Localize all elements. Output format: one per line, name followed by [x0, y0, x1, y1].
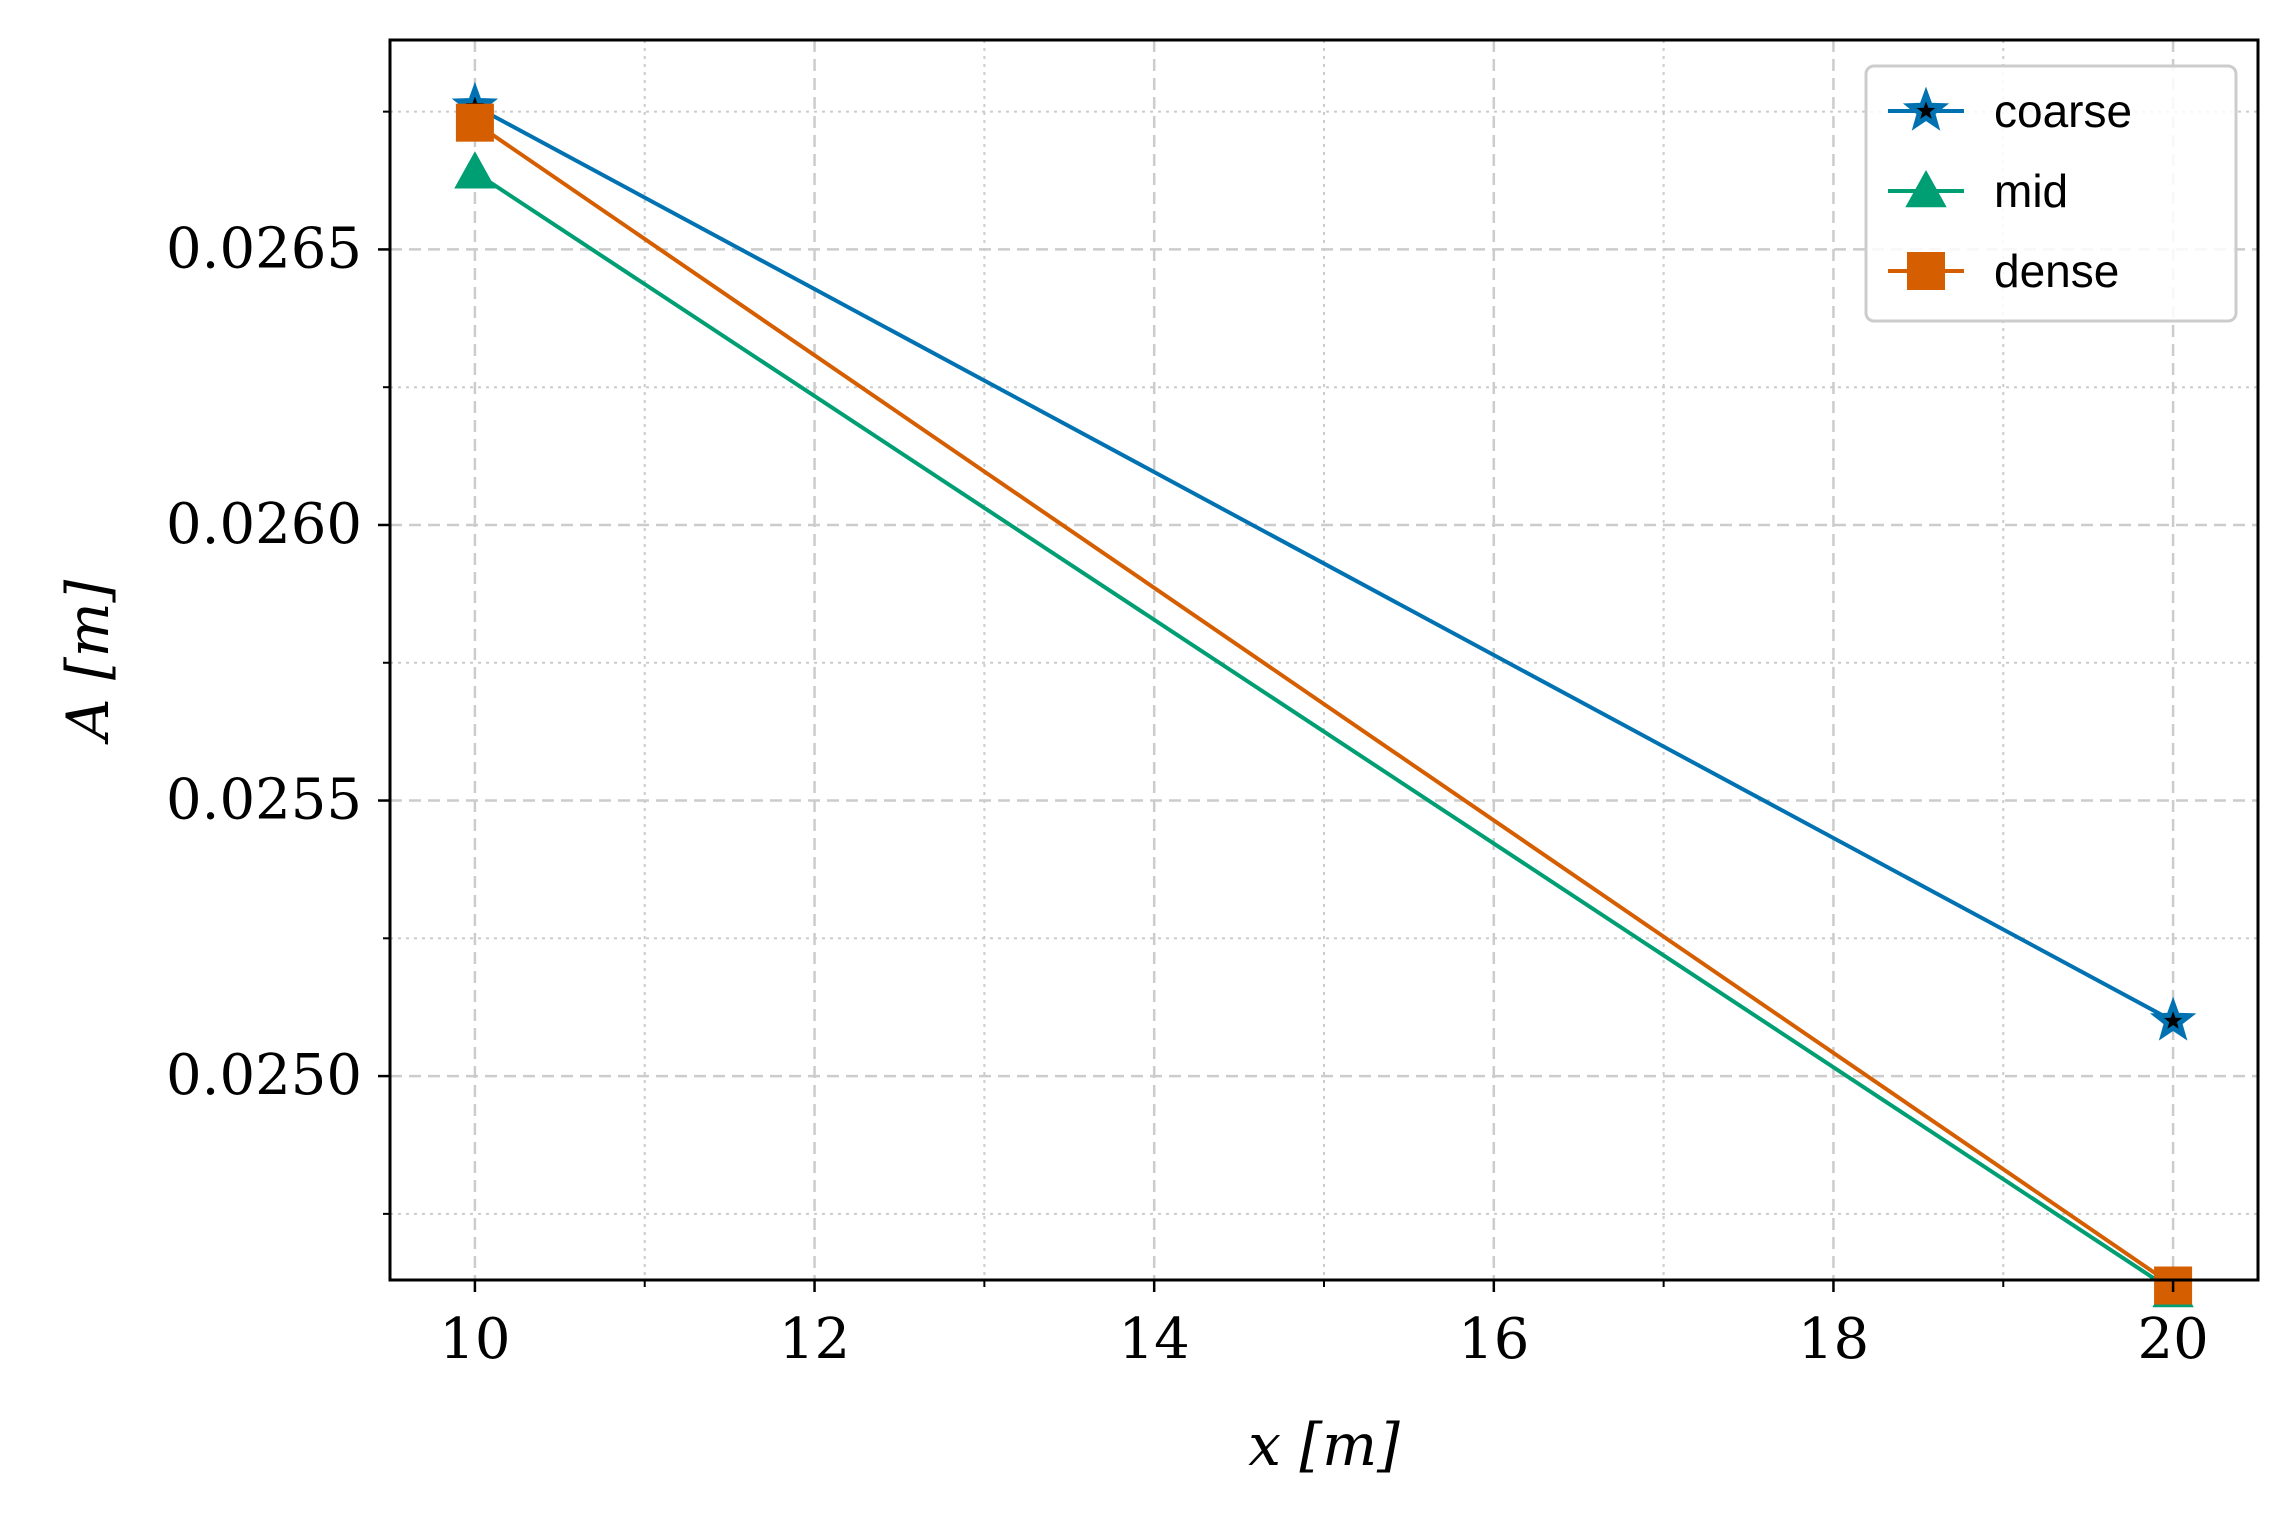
x-tick-label: 10 — [439, 1307, 510, 1372]
x-tick-label: 12 — [779, 1307, 850, 1372]
y-tick-label: 0.0265 — [166, 216, 362, 281]
series-line-dense — [473, 121, 2175, 1288]
x-tick-label: 18 — [1798, 1307, 1869, 1372]
legend-label-coarse: coarse — [1994, 85, 2132, 137]
x-tick-label: 14 — [1119, 1307, 1190, 1372]
legend-marker-coarse — [1902, 86, 1950, 131]
y-tick-label: 0.0255 — [166, 768, 362, 833]
legend-label-dense: dense — [1994, 245, 2119, 297]
legend: coarse mid dense — [1864, 64, 2238, 323]
axis-ticks: 10 12 14 16 18 20 0.0250 0.0255 0.0260 0.0265 — [166, 110, 2209, 1372]
series-line-mid — [473, 170, 2175, 1293]
legend-marker-mid — [1905, 169, 1947, 208]
x-tick-label: 16 — [1458, 1307, 1529, 1372]
data-point-dense — [455, 103, 494, 142]
x-tick-label: 20 — [2137, 1307, 2208, 1372]
legend-label-mid: mid — [1994, 165, 2068, 217]
data-point-coarse — [2149, 996, 2197, 1041]
legend-marker-dense — [1907, 252, 1945, 290]
series-line-coarse — [473, 104, 2175, 1023]
legend-box — [1864, 64, 2238, 323]
x-axis-label: x [m] — [1248, 1411, 1400, 1479]
y-tick-label: 0.0250 — [166, 1043, 362, 1108]
y-tick-label: 0.0260 — [166, 492, 362, 557]
data-point-mid — [454, 151, 496, 189]
grid — [390, 40, 2258, 1280]
y-axis-label: A [m] — [54, 579, 122, 745]
series-lines — [451, 81, 2197, 1308]
